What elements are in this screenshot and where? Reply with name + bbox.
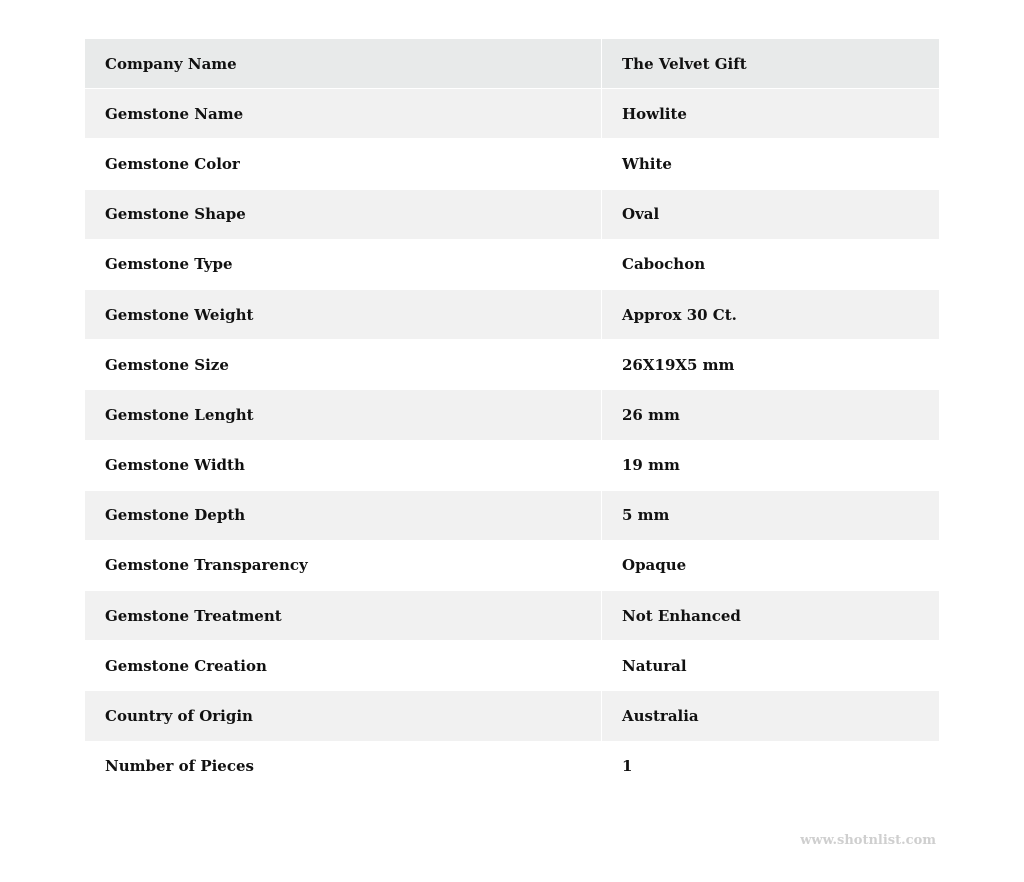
table-row: Gemstone Transparency Opaque (84, 539, 940, 592)
table-row: Gemstone Size 26X19X5 mm (84, 339, 940, 391)
table-row: Gemstone Type Cabochon (84, 238, 940, 290)
row-label: Gemstone Color (84, 138, 602, 190)
row-label: Gemstone Creation (84, 640, 602, 692)
row-value: 26 mm (601, 389, 940, 441)
row-value: Oval (601, 188, 940, 240)
row-label: Company Name (84, 37, 602, 90)
gemstone-specs-table: Company Name The Velvet Gift Gemstone Name… (84, 37, 940, 792)
row-label: Country of Origin (84, 690, 602, 742)
table-row: Gemstone Shape Oval (84, 188, 940, 240)
row-value: Howlite (601, 88, 940, 140)
table-row: Company Name The Velvet Gift (84, 37, 940, 90)
row-label: Gemstone Name (84, 88, 602, 140)
table-row: Gemstone Color White (84, 138, 940, 190)
row-label: Number of Pieces (84, 740, 602, 792)
row-value: 1 (601, 740, 940, 792)
table-row: Number of Pieces 1 (84, 740, 940, 792)
row-value: 19 mm (601, 439, 940, 491)
table-row: Country of Origin Australia (84, 690, 940, 742)
row-value: White (601, 138, 940, 190)
row-label: Gemstone Lenght (84, 389, 602, 441)
row-value: Natural (601, 640, 940, 692)
row-label: Gemstone Weight (84, 288, 602, 341)
row-label: Gemstone Type (84, 238, 602, 290)
table-row: Gemstone Treatment Not Enhanced (84, 590, 940, 642)
row-label: Gemstone Size (84, 339, 602, 391)
row-value: Cabochon (601, 238, 940, 290)
row-label: Gemstone Width (84, 439, 602, 491)
row-value: 26X19X5 mm (601, 339, 940, 391)
table-row: Gemstone Weight Approx 30 Ct. (84, 288, 940, 341)
row-label: Gemstone Shape (84, 188, 602, 240)
row-label: Gemstone Transparency (84, 539, 602, 592)
table-row: Gemstone Creation Natural (84, 640, 940, 692)
row-value: Not Enhanced (601, 590, 940, 642)
row-value: The Velvet Gift (601, 37, 940, 90)
row-value: Opaque (601, 539, 940, 592)
row-value: 5 mm (601, 489, 940, 541)
table-row: Gemstone Name Howlite (84, 88, 940, 140)
table-row: Gemstone Lenght 26 mm (84, 389, 940, 441)
row-label: Gemstone Treatment (84, 590, 602, 642)
watermark: www.shotnlist.com (800, 833, 936, 848)
row-value: Australia (601, 690, 940, 742)
table-row: Gemstone Depth 5 mm (84, 489, 940, 541)
row-label: Gemstone Depth (84, 489, 602, 541)
row-value: Approx 30 Ct. (601, 288, 940, 341)
table-row: Gemstone Width 19 mm (84, 439, 940, 491)
